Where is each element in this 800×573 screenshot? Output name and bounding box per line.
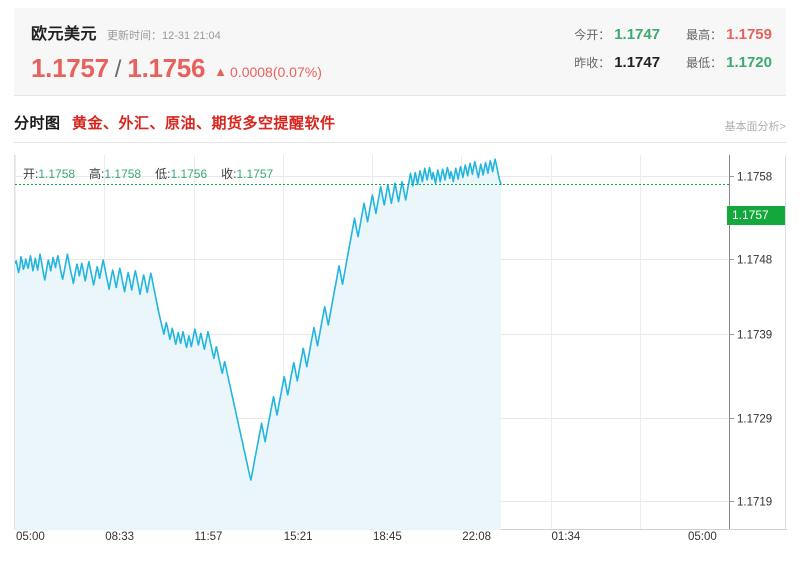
- promo-text[interactable]: 黄金、外汇、原油、期货多空提醒软件: [71, 115, 336, 132]
- stat-low: 最低： 1.1720: [686, 54, 772, 71]
- security-name-row: 欧元美元 更新时间：12-31 21:04: [31, 20, 322, 44]
- tabbar-divider: [14, 142, 786, 143]
- fundamental-analysis-link[interactable]: 基本面分析>: [724, 121, 786, 133]
- change-wrap: ▲ 0.0008(0.07%): [214, 64, 322, 80]
- svg-text:1.1729: 1.1729: [737, 414, 772, 426]
- update-time-label: 更新时间：: [107, 30, 163, 42]
- stat-low-value: 1.1720: [726, 54, 772, 71]
- stat-open: 今开： 1.1747: [574, 26, 660, 43]
- svg-text:1.1739: 1.1739: [737, 330, 772, 342]
- price-row: 1.1757 / 1.1756 ▲ 0.0008(0.07%): [31, 53, 322, 84]
- arrow-up-icon: ▲: [214, 64, 228, 79]
- tab-intraday-chart[interactable]: 分时图: [14, 115, 61, 132]
- stat-low-label: 最低：: [686, 56, 723, 70]
- svg-text:1.1748: 1.1748: [737, 255, 772, 267]
- stat-prev-close: 昨收： 1.1747: [574, 54, 660, 71]
- stat-open-value: 1.1747: [614, 26, 661, 43]
- chart-canvas[interactable]: 1.1758 1.1748 1.1739 1.1729 1.1719: [15, 155, 787, 530]
- stat-prev-close-value: 1.1747: [614, 54, 661, 71]
- section-tabbar: 分时图 黄金、外汇、原油、期货多空提醒软件 基本面分析>: [14, 112, 786, 142]
- intraday-chart[interactable]: 1.1758 1.1748 1.1739 1.1729 1.1719 开:1.1758 …: [14, 155, 787, 530]
- svg-text:1.1719: 1.1719: [737, 497, 772, 509]
- x-axis-tick: 18:45: [373, 531, 402, 543]
- stat-high-value: 1.1759: [726, 26, 772, 43]
- x-axis-tick: 05:00: [16, 531, 45, 543]
- bid-price: 1.1757: [31, 53, 109, 83]
- x-axis: 05:00 08:33 11:57 15:21 18:45 22:08 01:34 05:00: [14, 531, 786, 551]
- stat-prev-close-label: 昨收：: [574, 56, 611, 70]
- price-separator: /: [114, 56, 122, 83]
- update-time-value: 12-31 21:04: [162, 30, 221, 42]
- ask-price: 1.1756: [127, 53, 206, 83]
- x-axis-tick: 11:57: [194, 531, 223, 543]
- x-axis-tick: 01:34: [551, 531, 581, 543]
- stat-high-label: 最高：: [686, 28, 723, 42]
- stat-open-label: 今开：: [574, 28, 611, 42]
- update-time: 更新时间：12-31 21:04: [107, 27, 221, 43]
- x-axis-tick: 08:33: [105, 531, 135, 543]
- quote-header-panel: 欧元美元 更新时间：12-31 21:04 1.1757 / 1.1756 ▲ …: [14, 8, 786, 96]
- x-axis-tick: 15:21: [283, 531, 313, 543]
- svg-text:1.1758: 1.1758: [737, 172, 772, 184]
- quote-stats-grid: 今开： 1.1747 最高： 1.1759 昨收： 1.1747 最低： 1.1…: [574, 26, 772, 71]
- current-price-badge: 1.1757: [727, 206, 785, 225]
- security-name: 欧元美元: [31, 26, 98, 43]
- stat-high: 最高： 1.1759: [686, 26, 772, 43]
- x-axis-tick: 05:00: [688, 531, 717, 543]
- x-axis-tick: 22:08: [462, 531, 492, 543]
- change-value: 0.0008(0.07%): [230, 64, 322, 80]
- quote-primary-info: 欧元美元 更新时间：12-31 21:04 1.1757 / 1.1756 ▲ …: [31, 20, 322, 84]
